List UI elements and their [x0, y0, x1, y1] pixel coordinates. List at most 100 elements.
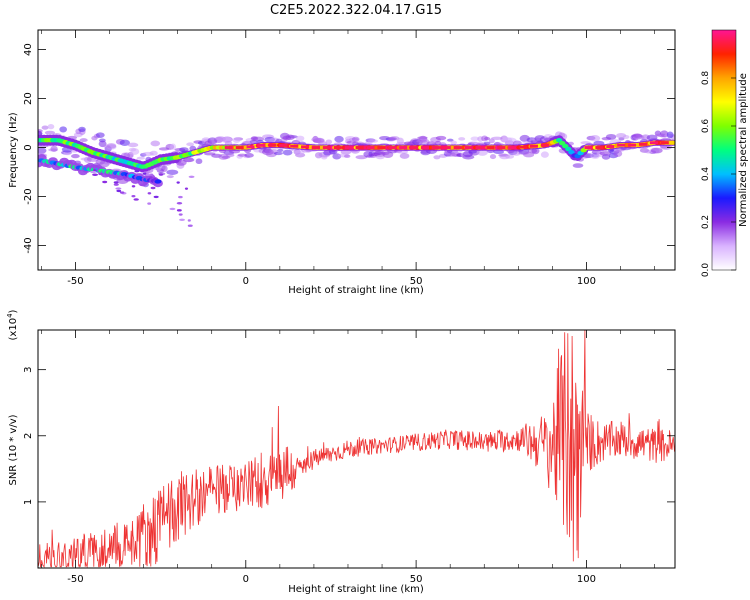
spectrogram-frame — [37, 29, 676, 271]
spectrogram-speck — [150, 186, 156, 190]
spectrogram-halo-cell — [458, 137, 466, 141]
spectrogram-speck — [176, 209, 182, 212]
colorbar-frame — [711, 29, 737, 271]
spectrogram-halo-cell — [195, 158, 203, 165]
spectrogram-speck — [179, 218, 185, 222]
spectrogram-speck — [102, 180, 108, 184]
spectrogram-halo-cell — [488, 138, 495, 144]
spectrogram-halo-cell — [399, 153, 410, 159]
spectrogram-halo-cell — [367, 139, 379, 143]
spectrogram-halo-cell — [489, 154, 497, 160]
spectrogram-halo-cell — [334, 135, 344, 143]
spectrogram-halo-cell — [136, 156, 146, 160]
spectrogram-halo-cell — [95, 132, 105, 139]
snr-y-multiplier: (x104) — [6, 309, 19, 340]
spectrogram-peak-cell — [333, 146, 342, 150]
spectrogram-halo-cell — [273, 151, 283, 156]
spectrogram-halo-cell — [470, 136, 480, 141]
spectrogram-speck — [113, 181, 119, 184]
spectrogram-peak-cell — [301, 145, 310, 149]
spectrogram-halo-cell — [244, 153, 254, 158]
spectrogram-halo-cell — [505, 154, 515, 159]
spectrogram-peak-cell — [464, 146, 473, 150]
spectrogram-speck — [149, 176, 153, 179]
spectrogram-speck — [187, 219, 191, 222]
spectrogram-halo-cell — [161, 165, 168, 173]
spectrogram-peak-cell — [224, 146, 233, 150]
spectrogram-peak-cell — [529, 144, 538, 148]
spectrogram-halo-cell — [483, 141, 491, 145]
snr-x-tick-label: 0 — [243, 574, 249, 585]
spectrogram-halo-cell — [375, 154, 385, 160]
spectrogram-halo-cell — [605, 133, 617, 140]
spectrogram-peak-cell — [279, 143, 288, 147]
snr-marks — [38, 330, 675, 568]
spectrogram-halo-cell — [59, 126, 68, 133]
spectrogram-peak-cell — [268, 143, 277, 147]
spectrogram-halo-cell — [166, 175, 174, 179]
spectrogram-halo-cell — [613, 150, 623, 157]
spectrogram-speck — [98, 172, 103, 176]
spectrogram-halo-cell — [106, 143, 117, 149]
spectrogram-halo-cell — [666, 131, 674, 139]
spectrogram-halo-cell — [38, 128, 43, 133]
spectrogram-peak-cell — [519, 145, 528, 149]
colorbar-tick-label: 0.0 — [701, 263, 711, 278]
spectrogram-halo-cell — [71, 154, 80, 159]
spectrogram-panel: -50 0 50 100 -40 -20 0 20 40 Height of straight … — [8, 29, 676, 296]
spectrogram-speck — [178, 195, 183, 199]
spectrogram-peak-cell — [628, 143, 637, 147]
spectrogram-halo-cell — [127, 142, 139, 148]
spectrogram-speck — [142, 172, 147, 175]
spectrogram-peak-cell — [388, 146, 397, 150]
colorbar-tick-label: 0.8 — [701, 71, 711, 86]
spectrogram-halo-cell — [169, 143, 177, 150]
spectrogram-halo-cell — [149, 150, 158, 156]
spectrogram-halo-cell — [523, 152, 535, 158]
spectrogram-peak-cell — [399, 146, 408, 150]
colorbar: 0.0 0.2 0.4 0.6 0.8 Normalized spectral ampl… — [701, 29, 749, 278]
spectrogram-peak-cell — [617, 143, 626, 147]
spectrogram-halo-cell — [484, 136, 491, 141]
spectrogram-peak-cell — [290, 144, 299, 148]
spectrogram-peak-cell — [442, 146, 451, 150]
figure-title: C2E5.2022.322.04.17.G15 — [270, 3, 442, 18]
spectrogram-speck — [188, 175, 195, 178]
spectrogram-branch-core — [154, 179, 162, 184]
spectrogram-speck — [169, 207, 176, 211]
snr-series-line — [38, 330, 675, 568]
spectrogram-halo-cell — [38, 147, 47, 154]
spectrogram-speck — [147, 192, 152, 195]
spectrogram-halo-cell — [599, 151, 612, 156]
colorbar-ticks: 0.0 0.2 0.4 0.6 0.8 — [701, 71, 736, 278]
spectrogram-peak-cell — [257, 143, 266, 147]
spectrogram-speck — [131, 185, 136, 188]
spectrogram-halo-cell — [50, 145, 58, 152]
spectrogram-x-tick-label: -50 — [67, 276, 83, 287]
spectrogram-y-tick-label: -40 — [23, 237, 34, 253]
spectrogram-speck — [149, 173, 154, 176]
spectrogram-peak-cell — [453, 146, 462, 150]
spectrogram-halo-cell — [119, 139, 131, 146]
spectrogram-speck — [116, 189, 122, 193]
spectrogram-halo-cell — [572, 163, 584, 168]
spectrogram-peak-cell — [246, 145, 255, 149]
snr-y-tick-label: 1 — [23, 499, 34, 505]
spectrogram-halo-cell — [387, 136, 397, 141]
snr-y-tick-label: 3 — [23, 366, 34, 372]
spectrogram-halo-cell — [130, 148, 140, 155]
spectrogram-halo-cell — [343, 154, 351, 158]
spectrogram-speck — [153, 195, 159, 199]
spectrogram-speck — [122, 176, 128, 179]
snr-x-tick-label: -50 — [67, 574, 83, 585]
spectrogram-speck — [153, 177, 157, 181]
spectrogram-halo-cell — [79, 138, 88, 143]
spectrogram-axes: -50 0 50 100 -40 -20 0 20 40 — [23, 30, 675, 287]
spectrogram-halo-cell — [355, 155, 368, 160]
spectrogram-peak-cell — [366, 146, 375, 150]
spectrogram-speck — [147, 202, 152, 205]
spectrogram-peak-cell — [660, 141, 669, 145]
spectrogram-halo-cell — [531, 147, 540, 155]
spectrogram-halo-cell — [41, 125, 49, 130]
spectrogram-peak-cell — [638, 142, 647, 146]
